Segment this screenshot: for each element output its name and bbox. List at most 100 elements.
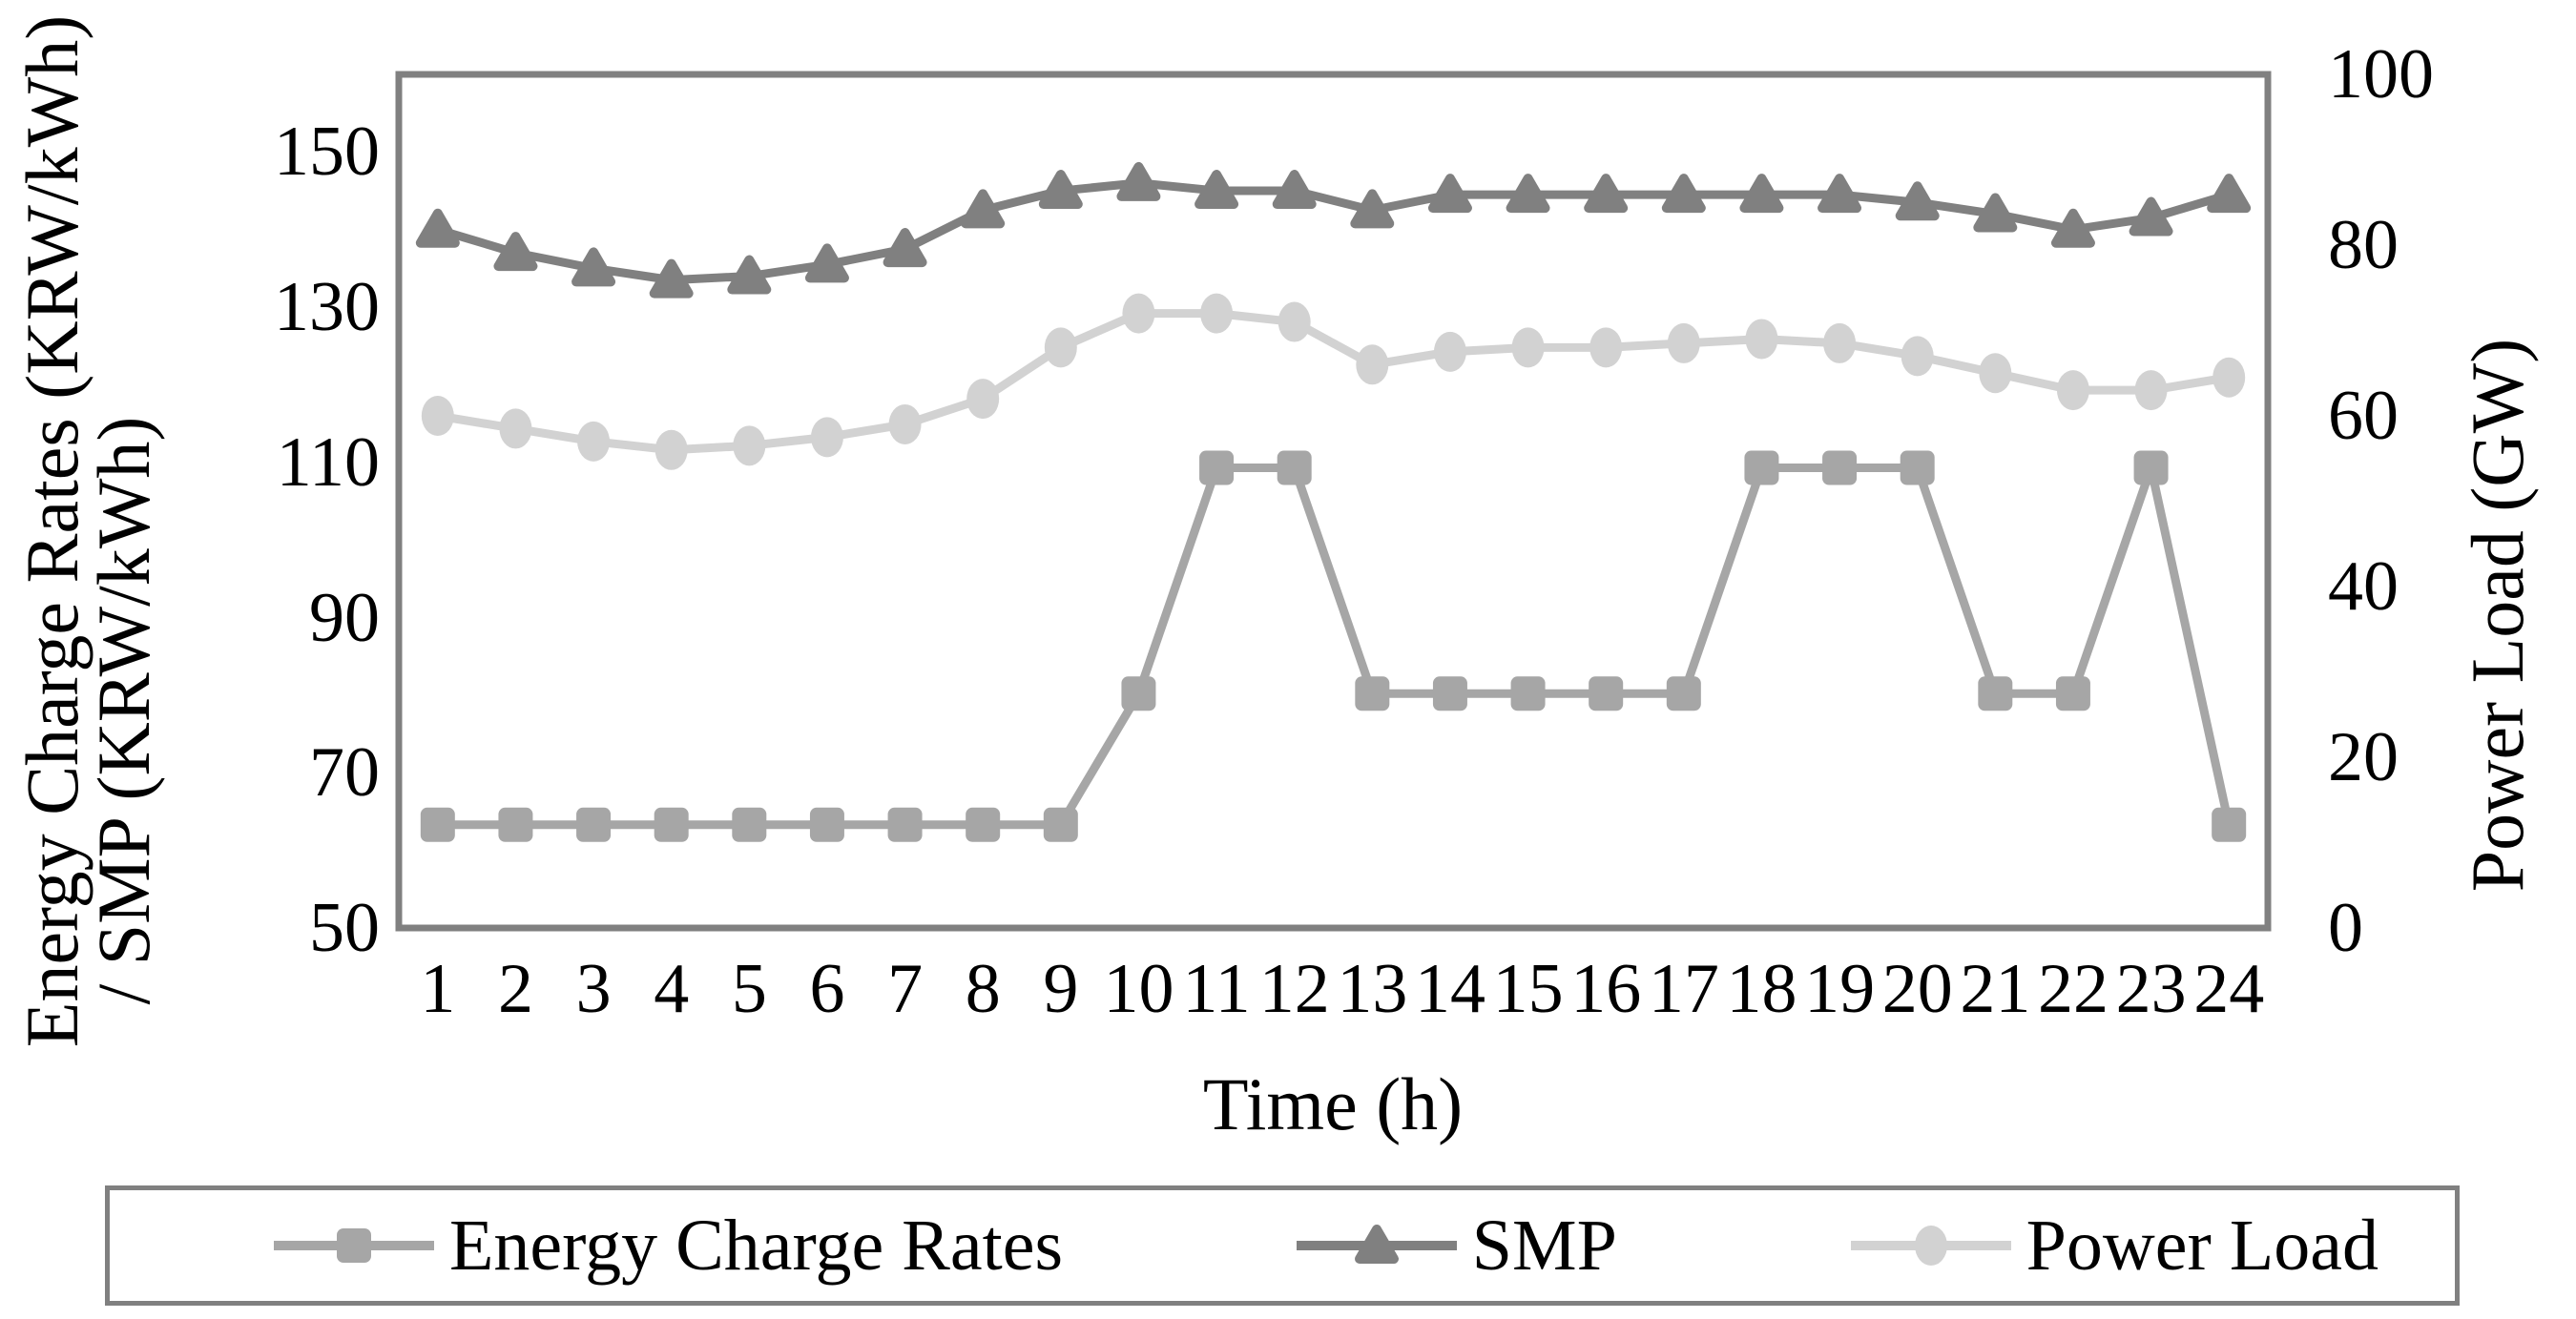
y-axis-right-tick-label: 40	[2328, 547, 2399, 626]
legend: Energy Charge Rates SMP Power Load	[105, 1185, 2460, 1306]
legend-entry-power-load: Power Load	[1849, 1209, 2379, 1282]
triangle-marker	[2129, 196, 2173, 237]
x-axis-tick-label: 24	[2193, 950, 2265, 1028]
triangle-marker	[1116, 161, 1161, 201]
square-marker	[1277, 450, 1312, 485]
triangle-marker	[415, 208, 460, 248]
x-axis-tick-label: 17	[1648, 950, 1719, 1028]
triangle-marker	[1506, 174, 1550, 214]
x-axis-title: Time (h)	[1202, 1062, 1464, 1145]
circle-marker	[1511, 327, 1545, 368]
triangle-marker	[1272, 170, 1317, 210]
circle-marker	[421, 396, 454, 436]
triangle-marker	[493, 232, 538, 272]
square-marker	[576, 807, 612, 842]
y-axis-left-tick-label: 110	[276, 422, 380, 502]
circle-marker	[577, 421, 611, 462]
circle-marker	[1914, 1226, 1947, 1266]
circle-marker	[1044, 327, 1077, 368]
x-axis-tick-label: 11	[1182, 950, 1251, 1028]
square-marker	[1199, 450, 1235, 485]
square-marker	[1589, 676, 1624, 711]
triangle-marker	[649, 258, 694, 299]
square-marker	[2055, 676, 2090, 711]
legend-label: Power Load	[2025, 1206, 2379, 1286]
triangle-marker	[1818, 174, 1862, 214]
triangle-marker	[1973, 193, 2018, 233]
series-line	[437, 464, 2233, 830]
square-marker	[732, 807, 767, 842]
circle-marker	[1433, 331, 1466, 372]
x-axis-tick-label: 2	[497, 950, 533, 1028]
circle-marker	[1200, 293, 1234, 334]
triangle-marker-icon	[1296, 1225, 1457, 1264]
y-axis-right-tick-label: 0	[2328, 889, 2363, 967]
x-axis-tick-label: 6	[809, 950, 845, 1028]
square-marker	[1432, 676, 1467, 711]
triangle-marker	[1739, 174, 1784, 214]
y-axis-right-tick-label: 80	[2328, 206, 2399, 284]
square-marker	[1121, 676, 1156, 711]
triangle-marker	[1350, 189, 1395, 229]
y-axis-left-tick-label: 130	[274, 268, 380, 347]
triangle-marker	[2207, 174, 2252, 214]
triangle-marker	[961, 189, 1006, 229]
y-axis-right-tick-label: 100	[2328, 35, 2434, 113]
triangle-marker	[727, 255, 772, 295]
series-smp	[415, 161, 2252, 299]
triangle-marker	[1038, 170, 1083, 210]
square-marker	[420, 807, 455, 842]
circle-marker	[1122, 293, 1155, 334]
triangle-marker	[1427, 174, 1472, 214]
y-axis-left-tick-label: 70	[309, 733, 380, 813]
triangle-marker	[1584, 174, 1629, 214]
series-line	[436, 178, 2231, 285]
triangle-marker	[1661, 174, 1706, 214]
circle-marker	[888, 403, 922, 444]
legend-entry-smp: SMP	[1295, 1209, 1617, 1282]
circle-marker	[1979, 353, 2012, 394]
triangle-marker	[1195, 170, 1239, 210]
y-axis-left-title-line1: Energy Charge Rates (KRW/kWh)	[10, 14, 93, 1048]
y-axis-right-tick-label: 20	[2328, 718, 2399, 796]
x-axis-tick-label: 20	[1881, 950, 1953, 1028]
square-marker	[2133, 450, 2169, 485]
circle-marker	[966, 379, 1000, 420]
triangle-marker	[1895, 181, 1940, 221]
circle-marker	[1901, 336, 1934, 377]
square-marker	[809, 807, 844, 842]
x-axis-tick-label: 23	[2115, 950, 2187, 1028]
x-axis-tick-label: 9	[1043, 950, 1079, 1028]
square-marker	[1978, 676, 2013, 711]
legend-label: SMP	[1471, 1206, 1617, 1286]
circle-marker	[2212, 357, 2246, 398]
x-axis-tick-label: 16	[1570, 950, 1642, 1028]
x-axis-tick-label: 14	[1414, 950, 1485, 1028]
x-axis-tick-label: 13	[1337, 950, 1408, 1028]
square-marker	[654, 807, 689, 842]
circle-marker	[1745, 319, 1778, 360]
circle-marker	[1667, 322, 1700, 363]
square-marker	[1355, 676, 1390, 711]
x-axis-tick-label: 1	[420, 950, 456, 1028]
circle-marker	[1278, 301, 1311, 342]
series-energy-charge-rates	[420, 450, 2247, 842]
y-axis-left-tick-label: 50	[309, 889, 380, 967]
x-axis-tick-label: 12	[1258, 950, 1330, 1028]
x-axis-tick-label: 3	[575, 950, 612, 1028]
square-marker-icon	[274, 1228, 434, 1263]
x-axis-tick-label: 4	[654, 950, 690, 1028]
y-axis-left-tick-label: 90	[309, 578, 380, 657]
square-marker	[1666, 676, 1701, 711]
square-marker	[1510, 676, 1546, 711]
square-marker	[1822, 450, 1858, 485]
triangle-marker	[2050, 208, 2095, 248]
square-marker	[1744, 450, 1779, 485]
circle-marker	[2056, 370, 2089, 411]
legend-entry-energy-charge-rates: Energy Charge Rates	[272, 1209, 1063, 1282]
plot-border	[395, 71, 2272, 932]
square-marker	[887, 807, 923, 842]
x-axis-tick-label: 19	[1804, 950, 1876, 1028]
square-marker	[1900, 450, 1935, 485]
x-axis-tick-label: 21	[1960, 950, 2031, 1028]
